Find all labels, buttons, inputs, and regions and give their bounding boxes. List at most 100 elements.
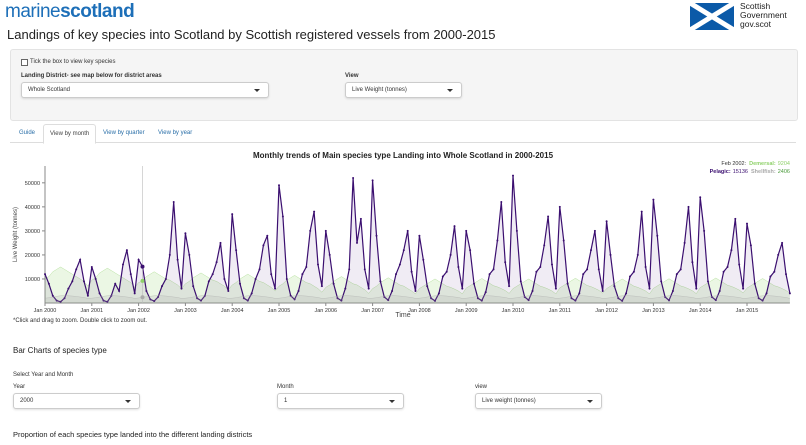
point (726, 265, 729, 268)
point (582, 273, 585, 276)
point (613, 285, 616, 288)
point (539, 265, 542, 268)
point (777, 253, 780, 256)
point (94, 277, 97, 280)
gov-logo[interactable]: Scottish Government gov.scot (740, 2, 787, 29)
tab[interactable]: View by year (158, 130, 193, 136)
page-title: Landings of key species into Scotland by… (7, 27, 496, 42)
point (449, 253, 452, 256)
logo-text: scotland (60, 1, 135, 22)
point (629, 275, 631, 278)
point (734, 217, 737, 220)
logo[interactable]: marinescotland (5, 1, 135, 23)
point (605, 220, 608, 223)
point (476, 297, 479, 300)
point (231, 213, 234, 216)
point (371, 179, 374, 182)
point (98, 292, 101, 295)
point (246, 299, 249, 302)
point (47, 282, 50, 285)
line-chart[interactable]: Monthly trends of Main species type Land… (0, 145, 806, 321)
tab[interactable]: Guide (19, 130, 36, 136)
flag (690, 3, 734, 30)
hover-legend: Pelagic: 15136 Shellfish: 2406 (710, 169, 790, 175)
point (328, 253, 331, 256)
point (699, 196, 702, 199)
point (660, 280, 663, 283)
point (102, 299, 105, 302)
point (242, 297, 245, 300)
select-value: Whole Scotland (28, 87, 71, 93)
hover-text: Shellfish: (751, 169, 776, 175)
point (519, 280, 522, 283)
y-tick-label: 20000 (25, 253, 40, 259)
point (262, 244, 265, 247)
point (597, 268, 600, 271)
point (227, 289, 230, 292)
point (422, 258, 425, 261)
point (239, 282, 241, 285)
point (418, 234, 421, 237)
point (543, 244, 546, 247)
point (395, 273, 397, 276)
point (266, 234, 269, 237)
logo-text: marine (5, 1, 61, 22)
checkbox[interactable] (21, 59, 28, 66)
point (695, 287, 698, 290)
select[interactable]: 1 (277, 393, 404, 409)
point (356, 241, 358, 244)
x-tick-label: Jan 2001 (80, 308, 103, 314)
point (617, 297, 620, 300)
series-line (44, 295, 790, 299)
point (765, 292, 768, 295)
point (44, 273, 46, 276)
select[interactable]: Live weight (tonnes) (475, 393, 602, 409)
point (200, 299, 202, 302)
point (215, 261, 218, 264)
y-tick-label: 50000 (25, 181, 40, 187)
point (430, 297, 433, 300)
point (558, 205, 561, 208)
point (196, 297, 199, 300)
point (621, 299, 624, 302)
point (500, 201, 503, 204)
point (114, 282, 117, 285)
tab[interactable]: View by quarter (103, 130, 145, 136)
point (414, 289, 417, 292)
point (761, 299, 764, 302)
point (379, 280, 382, 283)
x-axis-title: Time (395, 312, 410, 319)
point (59, 300, 62, 303)
point (305, 265, 308, 268)
point (515, 229, 518, 232)
select[interactable]: Live Weight (tonnes) (345, 82, 462, 98)
hover-point (140, 264, 145, 269)
point (51, 294, 54, 297)
point (75, 268, 78, 271)
tab-active[interactable]: View by month (43, 124, 97, 144)
point (570, 297, 573, 300)
select[interactable]: 2000 (13, 393, 140, 409)
point (488, 273, 491, 276)
series-area (45, 175, 790, 303)
point (769, 275, 772, 278)
point (297, 289, 300, 292)
select-label: View (345, 73, 359, 79)
point (317, 263, 319, 266)
point (402, 249, 405, 252)
point (527, 299, 530, 302)
gov-text: gov.scot (740, 19, 772, 29)
point (492, 268, 495, 271)
point (106, 300, 109, 303)
chart-note: *Click and drag to zoom. Double click to… (13, 318, 148, 324)
point (278, 184, 280, 187)
point (484, 291, 487, 294)
point (473, 282, 475, 285)
select[interactable]: Whole Scotland (21, 82, 269, 98)
point (336, 297, 339, 300)
select-value: Live Weight (tonnes) (352, 87, 407, 93)
select-label: Year (13, 384, 26, 390)
point (453, 225, 456, 228)
point (512, 174, 514, 177)
point (437, 292, 440, 295)
